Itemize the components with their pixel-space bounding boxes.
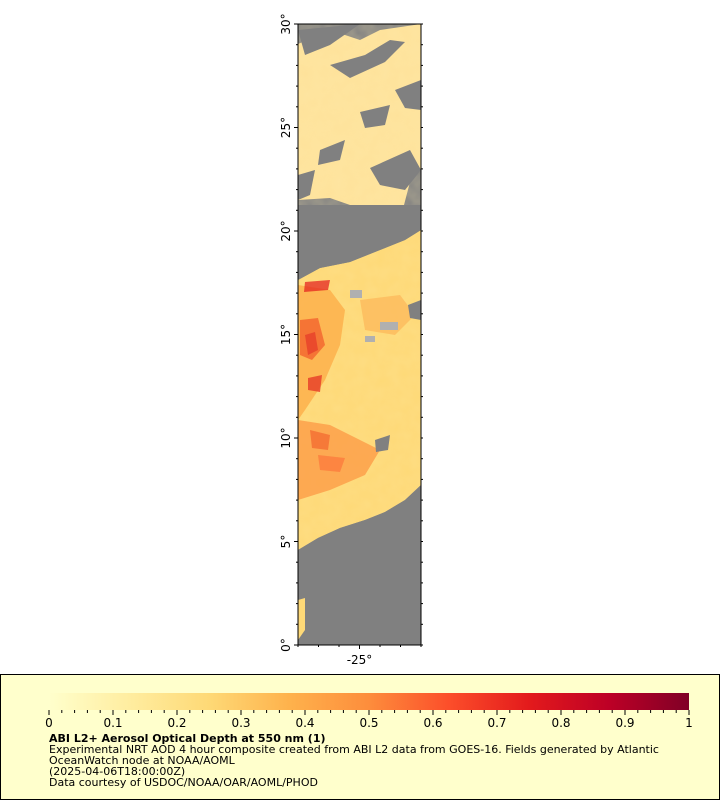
cloud-gap-2 xyxy=(380,322,398,330)
colorbar-tick-label: 0.9 xyxy=(615,716,634,730)
cloud-gap-3 xyxy=(365,336,375,342)
legend-timestamp: (2025-04-06T18:00:00Z) xyxy=(49,765,186,778)
gap-north-7 xyxy=(298,170,315,200)
aod-medium-3 xyxy=(360,295,415,335)
legend-description: Experimental NRT AOD 4 hour composite cr… xyxy=(49,743,659,767)
colorbar-ticks: 0 0.1 0.2 0.3 0.4 0.5 0.6 0.7 0.8 0.9 1 xyxy=(45,710,693,730)
lat-tick-label: 0° xyxy=(279,638,293,652)
aod-high-2 xyxy=(305,332,318,355)
lat-tick-label: 25° xyxy=(279,117,293,138)
cloud-gap-1 xyxy=(350,290,362,298)
colorbar-tick-label: 0 xyxy=(45,716,53,730)
colorbar: 0 0.1 0.2 0.3 0.4 0.5 0.6 0.7 0.8 0.9 1 xyxy=(45,693,693,730)
colorbar-tick-label: 0.1 xyxy=(103,716,122,730)
gap-north-2 xyxy=(330,40,405,78)
legend-text: ABI L2+ Aerosol Optical Depth at 550 nm … xyxy=(49,733,709,788)
colorbar-tick-label: 0.7 xyxy=(487,716,506,730)
gap-north-6 xyxy=(370,150,421,190)
gap-north-1 xyxy=(298,24,360,55)
lat-tick-label: 5° xyxy=(279,535,293,549)
gap-south-3 xyxy=(408,300,421,320)
aod-high-5 xyxy=(318,455,345,472)
gap-north-4 xyxy=(360,105,390,128)
legend-title: ABI L2+ Aerosol Optical Depth at 550 nm … xyxy=(49,732,326,745)
colorbar-tick-label: 0.8 xyxy=(551,716,570,730)
lat-tick-label: 15° xyxy=(279,324,293,345)
aod-spot-sw xyxy=(298,598,305,640)
gap-north-5 xyxy=(318,140,345,165)
colorbar-gradient xyxy=(49,693,689,710)
gap-south-2 xyxy=(375,435,390,452)
aod-high-4 xyxy=(310,430,330,450)
aod-high-3 xyxy=(308,375,322,392)
legend-credit: Data courtesy of USDOC/NOAA/OAR/AOML/PHO… xyxy=(49,776,318,789)
colorbar-tick-label: 0.4 xyxy=(295,716,314,730)
lat-tick-label: 10° xyxy=(279,427,293,448)
colorbar-tick-label: 0.3 xyxy=(231,716,250,730)
lon-axis: -25° xyxy=(297,645,422,667)
gap-south-4 xyxy=(298,485,421,645)
no-data-band xyxy=(298,205,421,230)
gap-north-3 xyxy=(395,80,421,110)
colorbar-tick-label: 1 xyxy=(685,716,693,730)
aod-high-6 xyxy=(304,280,330,292)
legend-panel: 0 0.1 0.2 0.3 0.4 0.5 0.6 0.7 0.8 0.9 1 ABI L2+ Ae… xyxy=(0,674,720,800)
map-plot-area xyxy=(298,24,421,645)
colorbar-tick-label: 0.6 xyxy=(423,716,442,730)
colorbar-tick-label: 0.5 xyxy=(359,716,378,730)
gap-south-1 xyxy=(298,230,421,280)
lat-axis: 0° 5° 10° 15° 20° 25° 30° xyxy=(279,13,423,652)
aod-map: 0° 5° 10° 15° 20° 25° 30° -25° xyxy=(279,13,423,667)
lat-tick-label: 30° xyxy=(279,13,293,34)
colorbar-tick-label: 0.2 xyxy=(167,716,186,730)
lat-tick-label: 20° xyxy=(279,220,293,241)
lon-tick-label: -25° xyxy=(347,653,373,667)
